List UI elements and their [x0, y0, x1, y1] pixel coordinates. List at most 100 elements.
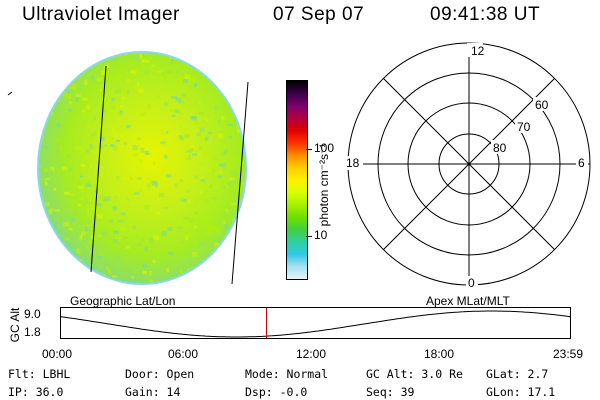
colorbar-tick-label: 10: [314, 228, 328, 242]
emission-speck: [190, 116, 197, 120]
emission-speck: [139, 189, 142, 192]
emission-speck: [231, 91, 234, 95]
emission-speck: [50, 54, 56, 59]
timeline-y-tick: 1.8: [24, 325, 41, 339]
emission-speck: [143, 275, 147, 279]
emission-speck: [121, 246, 124, 250]
emission-speck: [166, 268, 169, 272]
emission-speck: [230, 179, 237, 184]
emission-speck: [99, 80, 102, 84]
emission-speck: [100, 137, 105, 142]
emission-speck: [204, 199, 210, 205]
emission-speck: [64, 237, 70, 241]
emission-speck: [199, 146, 203, 151]
emission-speck: [102, 108, 107, 113]
emission-speck: [143, 200, 146, 205]
emission-speck: [134, 68, 139, 72]
emission-speck: [240, 76, 244, 82]
emission-speck: [154, 57, 158, 61]
emission-speck: [116, 214, 121, 218]
label-bg: [533, 97, 551, 111]
emission-speck: [132, 145, 138, 151]
emission-speck: [245, 226, 246, 231]
emission-speck: [215, 117, 218, 121]
emission-speck: [185, 154, 189, 159]
emission-speck: [166, 69, 172, 74]
emission-speck: [81, 221, 85, 224]
emission-speck: [56, 139, 61, 142]
emission-speck: [179, 117, 182, 123]
emission-speck: [78, 139, 84, 144]
emission-speck: [84, 113, 90, 116]
emission-speck: [181, 93, 187, 97]
glat-status: GLat: 2.7: [486, 367, 549, 381]
emission-speck: [228, 84, 233, 88]
emission-speck: [203, 152, 208, 157]
emission-speck: [63, 222, 69, 227]
emission-speck: [135, 244, 141, 247]
emission-speck: [219, 163, 225, 168]
instrument-title: Ultraviolet Imager: [22, 4, 180, 25]
emission-speck: [164, 58, 169, 61]
tick-mark: [7, 91, 13, 96]
emission-speck: [53, 240, 56, 245]
emission-speck: [219, 272, 222, 277]
mlat-label-70: 70: [517, 120, 531, 134]
date-label: 07 Sep 07: [273, 4, 365, 25]
emission-speck: [116, 256, 123, 260]
emission-speck: [228, 136, 233, 139]
colorbar-tick: [306, 236, 312, 237]
emission-speck: [94, 282, 98, 284]
emission-speck: [44, 59, 51, 62]
emission-speck: [200, 86, 204, 91]
emission-speck: [162, 132, 167, 135]
emission-speck: [97, 52, 102, 57]
emission-speck: [152, 259, 156, 264]
disk-limb: [37, 51, 247, 285]
emission-speck: [198, 111, 204, 116]
emission-speck: [110, 268, 113, 271]
emission-speck: [189, 144, 195, 149]
emission-speck: [173, 271, 176, 276]
emission-speck: [224, 92, 230, 95]
emission-speck: [208, 65, 214, 68]
emission-speck: [75, 146, 81, 150]
emission-speck: [112, 239, 119, 244]
emission-speck: [147, 279, 151, 282]
emission-speck: [243, 197, 246, 201]
emission-speck: [164, 180, 170, 184]
emission-speck: [150, 279, 153, 283]
emission-speck: [139, 54, 142, 59]
emission-speck: [241, 268, 246, 274]
emission-speck: [203, 178, 207, 183]
mlat-label-60: 60: [535, 98, 549, 112]
emission-speck: [80, 197, 84, 200]
emission-speck: [120, 133, 124, 137]
emission-speck: [100, 144, 105, 149]
emission-speck: [101, 70, 106, 76]
emission-speck: [240, 107, 245, 111]
emission-speck: [181, 240, 185, 245]
emission-speck: [179, 201, 183, 205]
emission-speck: [104, 144, 107, 147]
emission-speck: [144, 205, 150, 210]
emission-speck: [45, 177, 50, 180]
emission-speck: [124, 142, 127, 145]
emission-speck: [123, 177, 129, 180]
emission-speck: [68, 279, 71, 284]
gain-status: Gain: 14: [125, 385, 181, 399]
emission-speck: [194, 82, 198, 88]
emission-speck: [135, 56, 141, 62]
emission-speck: [133, 72, 136, 76]
emission-speck: [200, 178, 205, 182]
emission-speck: [87, 125, 90, 128]
emission-speck: [194, 175, 199, 180]
emission-speck: [174, 187, 180, 190]
emission-speck: [137, 157, 140, 161]
emission-speck: [77, 203, 81, 207]
emission-speck: [64, 94, 71, 100]
emission-speck: [91, 197, 95, 200]
emission-speck: [161, 231, 167, 236]
emission-speck: [85, 226, 90, 232]
emission-speck: [42, 285, 44, 289]
